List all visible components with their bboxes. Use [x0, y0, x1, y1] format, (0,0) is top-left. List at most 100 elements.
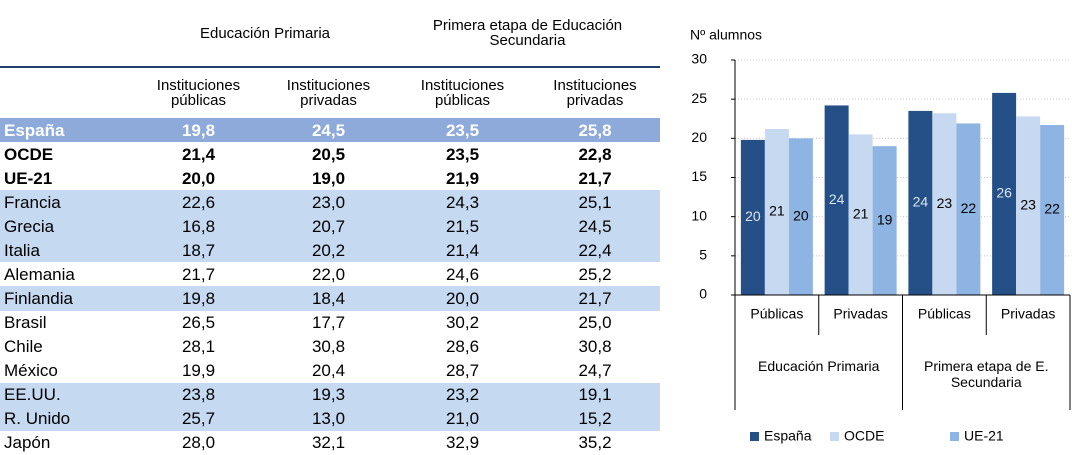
row-label: OCDE [4, 144, 54, 164]
value-label: 24 [829, 191, 845, 207]
cell: 28,6 [445, 337, 480, 357]
row-label: UE-21 [4, 168, 53, 188]
table-row: Finlandia 19,8 18,4 20,0 21,7 [0, 286, 660, 311]
cell: 32,9 [445, 433, 480, 453]
cell: 21,7 [578, 288, 612, 308]
cell: 24,7 [578, 361, 612, 381]
category-group-label: Educación Primaria [758, 358, 880, 374]
table-row: Brasil 26,5 17,7 30,2 25,0 [0, 311, 660, 335]
corner [0, 0, 135, 68]
y-tick-label: 5 [699, 247, 707, 263]
bar [908, 110, 933, 296]
x-tick-label: Públicas [750, 306, 803, 322]
cell: 13,0 [311, 409, 346, 429]
bar [1016, 116, 1041, 296]
table-row: Italia 18,7 20,2 21,4 22,4 [0, 238, 660, 263]
table-row: Chile 28,1 30,8 28,6 30,8 [0, 335, 660, 359]
y-tick-label: 0 [699, 286, 707, 302]
table-row: R. Unido 25,7 13,0 21,0 15,2 [0, 406, 660, 431]
cell: 19,3 [311, 385, 346, 405]
bar [824, 105, 849, 295]
bar [848, 134, 873, 295]
x-tick-label: Públicas [918, 306, 971, 322]
table-row: Japón 28,0 32,1 32,9 35,2 [0, 431, 660, 455]
cell: 21,0 [445, 409, 480, 429]
cell: 23,2 [445, 385, 480, 405]
cell: 30,2 [445, 313, 480, 333]
cell: 20,0 [445, 288, 480, 308]
table-row: Alemania 21,7 22,0 24,6 25,2 [0, 262, 660, 286]
cell: 22,0 [311, 264, 346, 284]
value-label: 20 [793, 207, 809, 223]
bar [788, 138, 813, 295]
cell: 19,8 [181, 120, 216, 140]
cell: 17,7 [311, 313, 346, 333]
cell: 24,5 [578, 216, 612, 236]
y-tick-label: 30 [691, 51, 707, 67]
value-label: 19 [877, 211, 893, 227]
corner [0, 67, 135, 118]
cell: 24,3 [445, 192, 480, 212]
cell: 25,0 [578, 313, 612, 333]
bar [956, 123, 981, 295]
cell: 16,8 [181, 216, 216, 236]
cell: 23,0 [311, 192, 346, 212]
cell: 21,5 [445, 216, 480, 236]
value-label: 26 [996, 185, 1012, 201]
subheader: Instituciones públicas [156, 77, 241, 109]
header-group: Educación Primaria [135, 0, 395, 68]
row-label: Italia [4, 240, 40, 260]
cell: 21,4 [445, 240, 480, 260]
row-label: México [4, 361, 58, 381]
row-label: EE.UU. [4, 385, 61, 405]
value-label: 24 [913, 194, 929, 210]
chart: Nº alumnos 0 5 10 15 20 25 30 20 24 24 26 21 21 23 23 2… [690, 27, 1071, 444]
y-tick-label: 20 [691, 129, 707, 145]
cell: 19,9 [181, 361, 216, 381]
row-label: Chile [4, 337, 43, 357]
cell: 20,0 [181, 168, 216, 188]
cell: 35,2 [578, 433, 612, 453]
cell: 19,8 [181, 288, 216, 308]
cell: 22,4 [578, 240, 612, 260]
cell: 20,5 [311, 144, 346, 164]
legend-label: UE-21 [964, 428, 1004, 444]
row-label: Alemania [4, 264, 75, 284]
cell: 24,6 [445, 264, 480, 284]
cell: 22,6 [181, 192, 216, 212]
cell: 25,2 [578, 264, 612, 284]
cell: 21,7 [181, 264, 216, 284]
cell: 24,5 [311, 120, 346, 140]
table-row: Francia 22,6 23,0 24,3 25,1 [0, 190, 660, 215]
cell: 19,0 [311, 168, 346, 188]
value-label: 23 [937, 195, 953, 211]
legend-swatch [750, 432, 759, 441]
cell: 15,2 [578, 409, 612, 429]
bar [872, 146, 897, 295]
value-label: 22 [1044, 201, 1060, 217]
row-label: Finlandia [4, 288, 73, 308]
cell: 18,7 [181, 240, 216, 260]
cell: 32,1 [311, 433, 346, 453]
row-label: Brasil [4, 313, 47, 333]
y-tick-label: 10 [691, 207, 707, 223]
legend-swatch [950, 432, 959, 441]
cell: 26,5 [181, 313, 216, 333]
cell: 25,8 [578, 120, 612, 140]
value-label: 21 [853, 205, 869, 221]
cell: 28,7 [445, 361, 480, 381]
table-row: México 19,9 20,4 28,7 24,7 [0, 359, 660, 383]
table-row: UE-21 20,0 19,0 21,9 21,7 [0, 166, 660, 190]
cell: 25,1 [578, 192, 612, 212]
x-tick-label: Privadas [833, 306, 887, 322]
table-row: EE.UU. 23,8 19,3 23,2 19,1 [0, 382, 660, 407]
cell: 23,8 [181, 385, 216, 405]
legend-label: OCDE [844, 428, 884, 444]
cell: 19,1 [578, 385, 612, 405]
value-label: 23 [1020, 196, 1036, 212]
subheader: Instituciones privadas [553, 77, 637, 109]
cell: 20,7 [311, 216, 346, 236]
header-group: Primera etapa de Educación Secundaria [395, 0, 660, 68]
bar [1040, 125, 1065, 296]
data-table: Educación Primaria Primera etapa de Educ… [0, 0, 660, 455]
